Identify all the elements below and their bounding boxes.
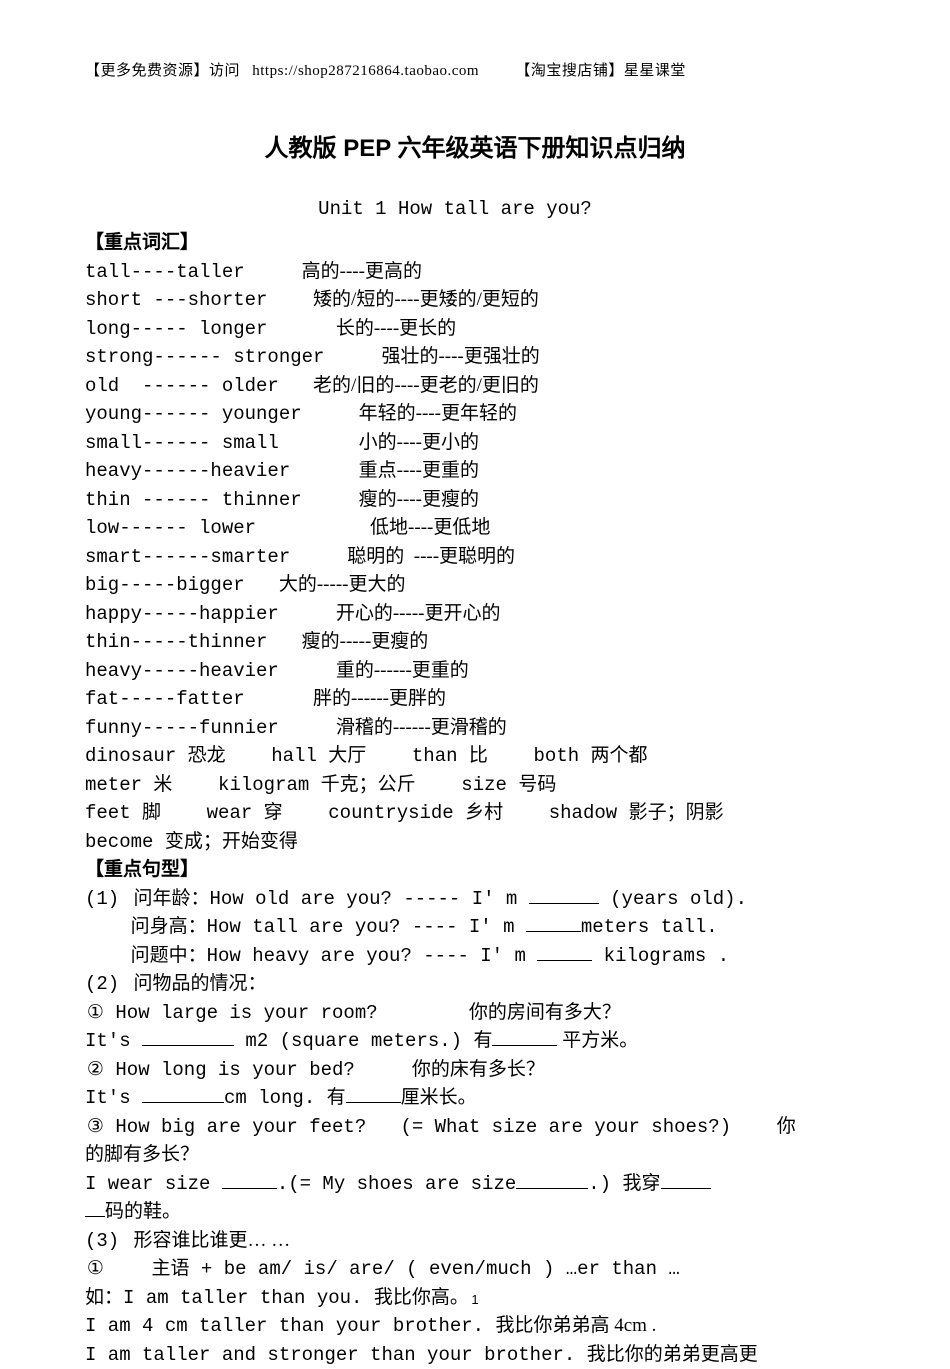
- q2-title: (2) 问物品的情况：: [85, 970, 865, 999]
- vocab-row: heavy-----heavier 重的------更重的: [85, 657, 865, 686]
- page-number: 1: [0, 1290, 950, 1310]
- q1-b-q: How tall are you? ---- I' m: [207, 916, 526, 938]
- vocab-row: funny-----funnier 滑稽的------更滑稽的: [85, 714, 865, 743]
- q1-c-q: How heavy are you? ---- I' m: [207, 945, 538, 967]
- extra-vocab-row: dinosaur 恐龙 hall 大厅 than 比 both 两个都: [85, 742, 865, 771]
- section-sentence-header: 【重点句型】: [85, 856, 865, 885]
- header-url: https://shop287216864.taobao.com: [252, 63, 479, 79]
- vocab-row: short ---shorter 矮的/短的----更矮的/更短的: [85, 286, 865, 315]
- q2-item3-ans2: 码的鞋。: [85, 1198, 865, 1227]
- q3-ex2: I am 4 cm taller than your brother. 我比你弟…: [85, 1312, 865, 1341]
- vocab-row: fat-----fatter 胖的------更胖的: [85, 685, 865, 714]
- header-left: 【更多免费资源】访问: [85, 63, 240, 79]
- q1-a-label: 问年龄：: [133, 888, 209, 909]
- section-vocab-header: 【重点词汇】: [85, 229, 865, 258]
- q2-item3-ans: I wear size .(= My shoes are size.) 我穿: [85, 1170, 865, 1199]
- q1-line-c: 问题中：How heavy are you? ---- I' m kilogra…: [85, 942, 865, 971]
- q2-item2-ans: It's cm long. 有厘米长。: [85, 1084, 865, 1113]
- q1-b-blank: [526, 914, 581, 932]
- q2-item2: ② How long is your bed? 你的床有多长？: [85, 1056, 865, 1085]
- q1-line-a: (1) 问年龄：How old are you? ----- I' m (yea…: [85, 885, 865, 914]
- vocab-row: tall----taller 高的----更高的: [85, 258, 865, 287]
- q2-item1: ① How large is your room? 你的房间有多大？: [85, 999, 865, 1028]
- q2-item3: ③ How big are your feet? (= What size ar…: [85, 1113, 865, 1142]
- vocab-row: strong------ stronger 强壮的----更强壮的: [85, 343, 865, 372]
- extra-vocab-row: feet 脚 wear 穿 countryside 乡村 shadow 影子；阴…: [85, 799, 865, 828]
- vocab-row: big-----bigger 大的-----更大的: [85, 571, 865, 600]
- q1-b-label: 问身高：: [131, 916, 207, 937]
- q1-c-blank: [537, 942, 592, 960]
- vocab-row: thin ------ thinner 瘦的----更瘦的: [85, 486, 865, 515]
- vocab-row: low------ lower 低地----更低地: [85, 514, 865, 543]
- page-title: 人教版 PEP 六年级英语下册知识点归纳: [85, 131, 865, 167]
- vocab-row: small------ small 小的----更小的: [85, 429, 865, 458]
- vocab-row: old ------ older 老的/旧的----更老的/更旧的: [85, 372, 865, 401]
- q1-a-tail: (years old).: [599, 888, 747, 910]
- q1-a-blank: [529, 885, 599, 903]
- vocab-row: happy-----happier 开心的-----更开心的: [85, 600, 865, 629]
- vocab-row: thin-----thinner 瘦的-----更瘦的: [85, 628, 865, 657]
- q3-num: (3): [85, 1230, 119, 1252]
- extra-vocab-row: meter 米 kilogram 千克；公斤 size 号码: [85, 771, 865, 800]
- q1-line-b: 问身高：How tall are you? ---- I' m meters t…: [85, 913, 865, 942]
- header-right: 【淘宝搜店铺】星星课堂: [515, 63, 686, 79]
- q1-c-label: 问题中：: [131, 945, 207, 966]
- q3-title: (3) 形容谁比谁更… …: [85, 1227, 865, 1256]
- q3-item1: ① 主语 + be am/ is/ are/ ( even/much ) …er…: [85, 1255, 865, 1284]
- q1-a-q: How old are you? ----- I' m: [209, 888, 528, 910]
- q2-item1-ans: It's m2 (square meters.) 有 平方米。: [85, 1027, 865, 1056]
- vocab-row: heavy------heavier 重点----更重的: [85, 457, 865, 486]
- vocab-list: tall----taller 高的----更高的short ---shorter…: [85, 258, 865, 743]
- vocab-row: smart------smarter 聪明的 ----更聪明的: [85, 543, 865, 572]
- unit-subtitle: Unit 1 How tall are you?: [45, 195, 865, 224]
- extra-vocab-list: dinosaur 恐龙 hall 大厅 than 比 both 两个都meter…: [85, 742, 865, 856]
- resource-header: 【更多免费资源】访问 https://shop287216864.taobao.…: [85, 60, 865, 83]
- q1-num: (1): [85, 888, 119, 910]
- q2-item3-cn2: 的脚有多长？: [85, 1141, 865, 1170]
- q1-c-tail: kilograms .: [592, 945, 729, 967]
- vocab-row: long----- longer 长的----更长的: [85, 315, 865, 344]
- q3-ex3: I am taller and stronger than your broth…: [85, 1341, 865, 1369]
- q2-num: (2): [85, 973, 119, 995]
- vocab-row: young------ younger 年轻的----更年轻的: [85, 400, 865, 429]
- extra-vocab-row: become 变成；开始变得: [85, 828, 865, 857]
- q1-b-tail: meters tall.: [581, 916, 718, 938]
